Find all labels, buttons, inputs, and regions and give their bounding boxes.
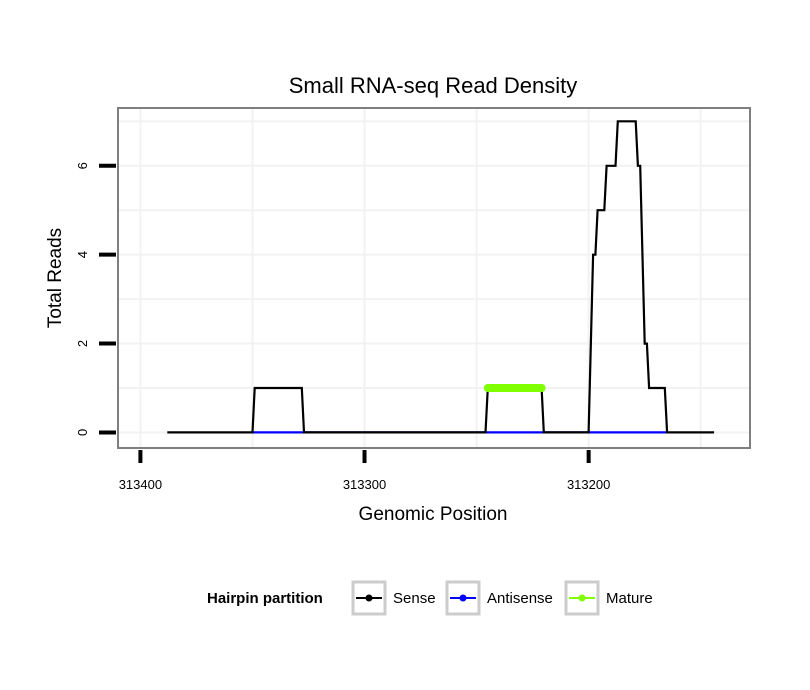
legend: Hairpin partition Sense Antisense Mature [207, 580, 653, 616]
series-group [167, 120, 715, 434]
x-tick-label: 313400 [119, 477, 162, 492]
y-tick-label: 2 [75, 340, 90, 347]
x-tick-label: 313200 [567, 477, 610, 492]
legend-label: Antisense [487, 590, 553, 607]
plot-panel-border [117, 107, 751, 449]
legend-label: Sense [393, 590, 436, 607]
legend-key-point [459, 594, 467, 602]
chart-title: Small RNA-seq Read Density [289, 73, 578, 98]
y-axis-label: Total Reads [45, 228, 66, 328]
series-line-sense [167, 120, 715, 434]
x-axis-label: Genomic Position [359, 504, 508, 525]
legend-item-sense: Sense [351, 580, 436, 616]
y-tick-label: 4 [75, 251, 90, 258]
grid-lines [118, 108, 750, 448]
legend-item-mature: Mature [564, 580, 653, 616]
x-axis: 313400 313300 313200 [119, 450, 610, 492]
legend-key-point [578, 594, 586, 602]
legend-item-antisense: Antisense [445, 580, 553, 616]
legend-key-point [365, 594, 373, 602]
legend-label: Mature [606, 590, 653, 607]
y-tick-label: 0 [75, 429, 90, 436]
x-tick-label: 313300 [343, 477, 386, 492]
legend-title: Hairpin partition [207, 590, 323, 607]
y-tick-label: 6 [75, 162, 90, 169]
y-axis: 0 2 4 6 [75, 162, 116, 436]
